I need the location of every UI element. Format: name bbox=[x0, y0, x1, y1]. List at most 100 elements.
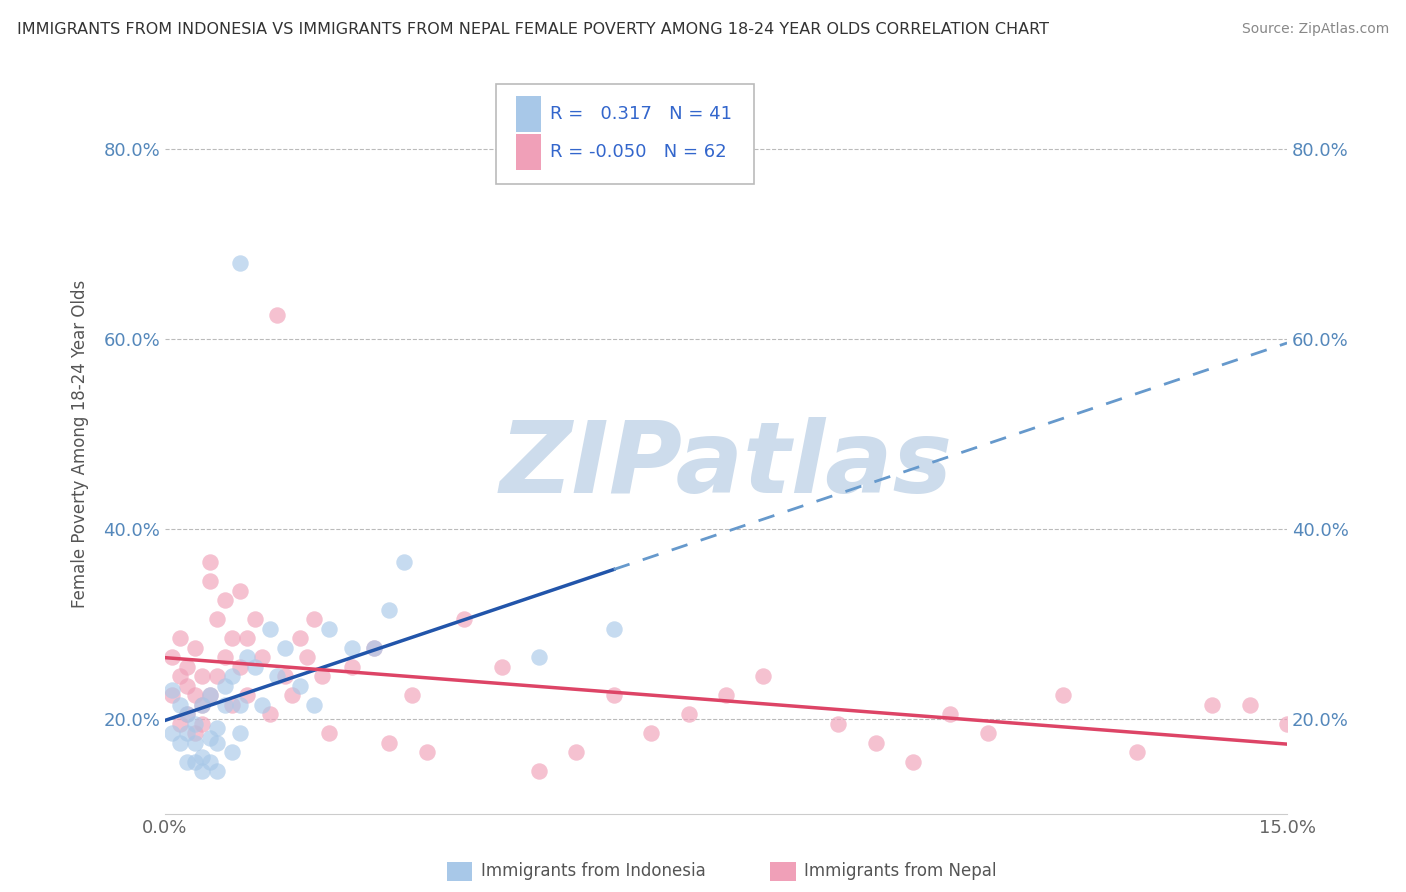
Point bbox=[176, 707, 198, 722]
Point bbox=[340, 640, 363, 655]
Point bbox=[184, 726, 207, 740]
Point bbox=[273, 640, 295, 655]
Point bbox=[207, 722, 229, 736]
Point bbox=[827, 716, 849, 731]
Point bbox=[401, 688, 423, 702]
Point bbox=[266, 308, 288, 322]
Point bbox=[318, 726, 340, 740]
Point bbox=[304, 698, 326, 712]
Point bbox=[1126, 745, 1149, 759]
Point bbox=[214, 679, 236, 693]
Point bbox=[250, 650, 273, 665]
Point bbox=[243, 612, 266, 626]
Point bbox=[221, 745, 243, 759]
Point bbox=[453, 612, 475, 626]
Point bbox=[169, 736, 191, 750]
Point bbox=[198, 755, 221, 769]
Point bbox=[162, 688, 184, 702]
Point bbox=[288, 679, 311, 693]
Point bbox=[378, 736, 401, 750]
Text: IMMIGRANTS FROM INDONESIA VS IMMIGRANTS FROM NEPAL FEMALE POVERTY AMONG 18-24 YE: IMMIGRANTS FROM INDONESIA VS IMMIGRANTS … bbox=[17, 22, 1049, 37]
Point bbox=[228, 726, 250, 740]
Point bbox=[228, 698, 250, 712]
Point bbox=[565, 745, 588, 759]
Point bbox=[752, 669, 775, 683]
Point bbox=[198, 574, 221, 589]
Point bbox=[415, 745, 437, 759]
Point bbox=[228, 583, 250, 598]
Point bbox=[228, 256, 250, 270]
Point bbox=[169, 632, 191, 646]
Point bbox=[176, 755, 198, 769]
FancyBboxPatch shape bbox=[496, 84, 754, 184]
Point bbox=[207, 736, 229, 750]
Point bbox=[378, 603, 401, 617]
Point bbox=[214, 698, 236, 712]
Point bbox=[169, 669, 191, 683]
Point bbox=[243, 659, 266, 673]
Point bbox=[259, 622, 281, 636]
Point bbox=[295, 650, 318, 665]
Text: R =   0.317   N = 41: R = 0.317 N = 41 bbox=[550, 104, 731, 123]
Point bbox=[1201, 698, 1223, 712]
Point bbox=[250, 698, 273, 712]
Point bbox=[273, 669, 295, 683]
Point bbox=[281, 688, 304, 702]
Text: R = -0.050   N = 62: R = -0.050 N = 62 bbox=[550, 144, 727, 161]
Point bbox=[340, 659, 363, 673]
FancyBboxPatch shape bbox=[516, 135, 541, 170]
Point bbox=[228, 659, 250, 673]
Point bbox=[191, 716, 214, 731]
Point bbox=[191, 764, 214, 779]
Point bbox=[198, 731, 221, 745]
Point bbox=[184, 755, 207, 769]
Point bbox=[162, 726, 184, 740]
Point bbox=[184, 640, 207, 655]
Point bbox=[191, 698, 214, 712]
Text: ZIPatlas: ZIPatlas bbox=[499, 417, 952, 514]
Point bbox=[363, 640, 385, 655]
Point bbox=[198, 555, 221, 569]
Point bbox=[259, 707, 281, 722]
Point bbox=[977, 726, 1000, 740]
Point bbox=[207, 764, 229, 779]
Point bbox=[527, 650, 550, 665]
Point bbox=[714, 688, 737, 702]
Point bbox=[191, 750, 214, 764]
Point bbox=[1239, 698, 1261, 712]
Point bbox=[678, 707, 700, 722]
Point bbox=[169, 698, 191, 712]
Point bbox=[198, 688, 221, 702]
Point bbox=[184, 716, 207, 731]
Point bbox=[221, 632, 243, 646]
Point bbox=[184, 688, 207, 702]
Point bbox=[184, 736, 207, 750]
Point bbox=[1275, 716, 1298, 731]
Point bbox=[198, 688, 221, 702]
Point bbox=[207, 612, 229, 626]
Point bbox=[311, 669, 333, 683]
Point bbox=[288, 632, 311, 646]
Text: Immigrants from Indonesia: Immigrants from Indonesia bbox=[481, 862, 706, 880]
Point bbox=[214, 593, 236, 607]
Y-axis label: Female Poverty Among 18-24 Year Olds: Female Poverty Among 18-24 Year Olds bbox=[72, 279, 89, 607]
Point bbox=[221, 669, 243, 683]
Point bbox=[491, 659, 513, 673]
Point bbox=[191, 669, 214, 683]
Point bbox=[603, 688, 626, 702]
Text: Immigrants from Nepal: Immigrants from Nepal bbox=[804, 862, 997, 880]
Point bbox=[266, 669, 288, 683]
Point bbox=[901, 755, 924, 769]
Point bbox=[603, 622, 626, 636]
Point bbox=[169, 716, 191, 731]
Point bbox=[394, 555, 416, 569]
Point bbox=[236, 688, 259, 702]
Point bbox=[527, 764, 550, 779]
Point bbox=[640, 726, 662, 740]
Point bbox=[236, 650, 259, 665]
Point bbox=[162, 650, 184, 665]
Point bbox=[939, 707, 962, 722]
Point bbox=[304, 612, 326, 626]
Point bbox=[214, 650, 236, 665]
Point bbox=[176, 679, 198, 693]
